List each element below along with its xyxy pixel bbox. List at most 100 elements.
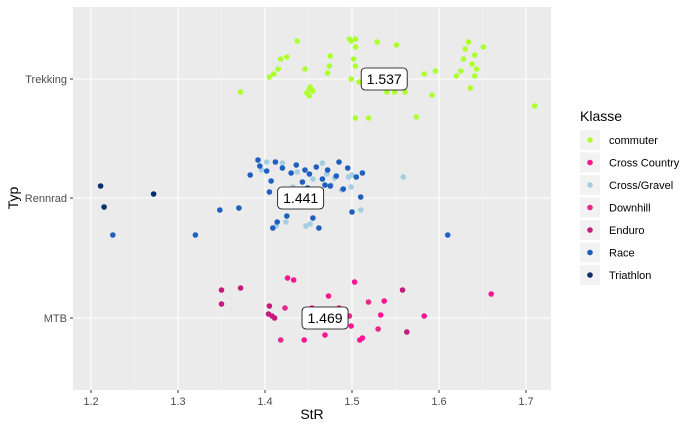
point-race: [192, 232, 199, 238]
point-commuter: [391, 89, 398, 95]
point-race: [288, 170, 294, 176]
mean-label-box: [277, 186, 325, 210]
point-cross-gravel: [279, 160, 286, 166]
mean-label-text: 1.469: [308, 310, 343, 326]
point-cross-gravel: [303, 223, 309, 229]
point-commuter: [266, 74, 273, 80]
point-commuter: [302, 66, 308, 72]
point-commuter: [356, 79, 362, 85]
point-triathlon: [101, 204, 107, 210]
point-commuter: [413, 114, 420, 120]
point-enduro: [237, 285, 244, 291]
point-triathlon: [150, 191, 157, 197]
point-race: [236, 205, 242, 211]
point-commuter: [306, 93, 313, 99]
point-enduro: [271, 315, 278, 321]
point-commuter: [384, 89, 390, 95]
mean-label: 1.441: [277, 186, 325, 210]
legend-entry: Race: [580, 242, 635, 263]
point-commuter: [473, 66, 480, 72]
legend-label: Enduro: [609, 225, 644, 237]
point-enduro: [404, 329, 410, 335]
legend-title: Klasse: [580, 108, 622, 124]
point-commuter: [324, 70, 331, 76]
point-commuter: [462, 46, 468, 52]
legend: Klasse commuter Cross Country Cross/Gravel…: [580, 108, 680, 285]
point-cross-gravel: [357, 207, 364, 213]
point-race: [313, 164, 320, 170]
point-race: [310, 215, 316, 221]
point-cross-country: [284, 275, 291, 281]
point-triathlon: [97, 183, 104, 189]
point-commuter: [458, 68, 464, 74]
point-cross-country: [377, 312, 384, 318]
legend-label: Cross/Gravel: [609, 180, 673, 192]
point-enduro: [266, 303, 273, 309]
mean-label-box: [301, 306, 349, 330]
y-tick-label: MTB: [44, 313, 67, 325]
point-commuter: [350, 56, 357, 62]
y-tick-label: Trekking: [25, 74, 67, 86]
point-race: [349, 209, 355, 215]
x-axis-title: StR: [300, 406, 323, 422]
point-downhill: [375, 326, 381, 332]
point-commuter: [277, 56, 284, 62]
point-race: [316, 225, 322, 231]
mean-label: 1.537: [360, 67, 408, 91]
point-cross-country: [488, 291, 495, 297]
point-commuter: [467, 85, 474, 91]
point-cross-gravel: [307, 221, 314, 227]
point-cross-country: [325, 293, 332, 299]
x-tick-label: 1.6: [431, 396, 446, 408]
point-race: [284, 213, 290, 219]
x-axis: 1.2 1.3 1.4 1.5 1.6 1.7: [83, 390, 534, 408]
point-race: [266, 189, 273, 195]
point-cross-gravel: [400, 174, 407, 180]
point-race: [272, 159, 279, 165]
y-tick-label: Rennrad: [25, 193, 67, 205]
point-commuter: [294, 38, 301, 44]
mean-label: 1.469: [301, 306, 349, 330]
point-commuter: [348, 76, 354, 82]
point-commuter: [352, 44, 359, 50]
point-enduro: [218, 287, 225, 293]
legend-entry: Cross Country: [580, 152, 680, 173]
point-cross-country: [381, 298, 388, 304]
legend-label: Cross Country: [609, 158, 680, 170]
legend-label: Downhill: [609, 203, 651, 215]
point-race: [302, 167, 308, 173]
point-commuter: [469, 61, 475, 67]
point-cross-country: [359, 335, 366, 341]
y-axis: MTB Rennrad Trekking: [25, 74, 73, 325]
point-downhill: [282, 305, 288, 311]
point-race: [340, 186, 347, 192]
point-commuter: [465, 39, 472, 45]
x-tick-label: 1.3: [170, 396, 185, 408]
legend-entry: commuter: [580, 130, 658, 150]
point-commuter: [326, 63, 333, 69]
point-commuter: [421, 71, 428, 77]
point-cross-gravel: [283, 219, 289, 225]
legend-label: commuter: [609, 135, 658, 147]
point-cross-country: [348, 323, 354, 329]
point-commuter: [275, 66, 281, 72]
point-race: [324, 167, 331, 173]
point-race: [359, 170, 366, 176]
point-race: [319, 176, 326, 182]
point-commuter: [402, 89, 408, 95]
point-cross-gravel: [349, 172, 355, 178]
legend-swatch: [587, 137, 593, 143]
point-race: [217, 207, 223, 213]
legend-swatch: [587, 159, 593, 166]
point-race: [257, 163, 263, 169]
point-commuter: [471, 52, 478, 58]
point-race: [299, 179, 306, 185]
y-axis-title: Typ: [5, 187, 21, 210]
point-cross-gravel: [319, 160, 326, 166]
x-tick-label: 1.7: [518, 396, 533, 408]
point-race: [293, 162, 300, 168]
point-race: [270, 225, 276, 231]
point-cross-gravel: [310, 176, 316, 182]
legend-swatch: [587, 204, 593, 211]
